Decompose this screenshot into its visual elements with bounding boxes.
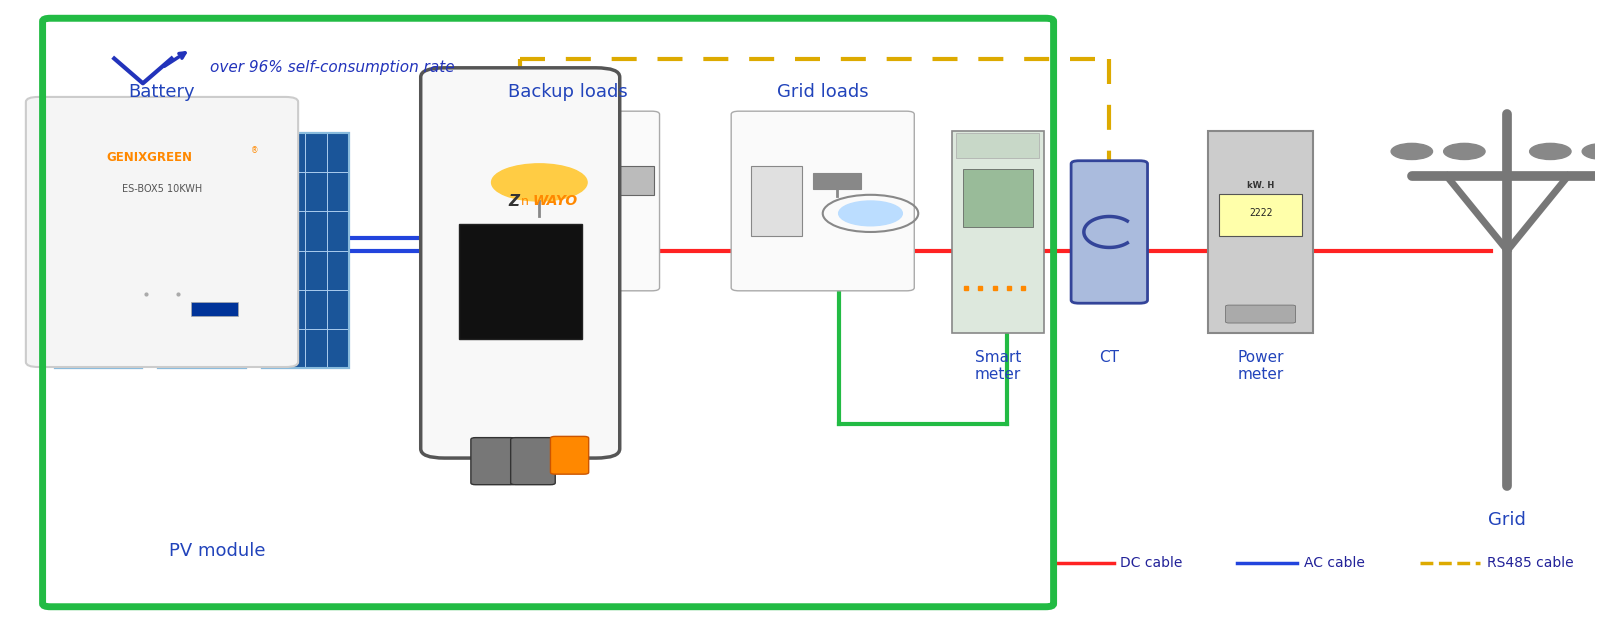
FancyBboxPatch shape — [54, 133, 142, 368]
FancyBboxPatch shape — [550, 436, 589, 474]
Text: GENIXGREEN: GENIXGREEN — [106, 151, 192, 164]
FancyBboxPatch shape — [731, 111, 914, 291]
FancyBboxPatch shape — [1070, 161, 1147, 303]
FancyBboxPatch shape — [190, 302, 238, 316]
Circle shape — [838, 201, 902, 226]
Text: Power
meter: Power meter — [1237, 349, 1283, 382]
FancyBboxPatch shape — [459, 224, 581, 339]
FancyBboxPatch shape — [1208, 131, 1314, 333]
FancyBboxPatch shape — [510, 438, 555, 485]
FancyBboxPatch shape — [952, 131, 1045, 333]
Text: Grid loads: Grid loads — [778, 83, 869, 101]
FancyBboxPatch shape — [477, 111, 659, 291]
FancyBboxPatch shape — [1219, 194, 1302, 236]
FancyBboxPatch shape — [26, 97, 298, 367]
FancyBboxPatch shape — [813, 173, 861, 189]
FancyBboxPatch shape — [158, 133, 245, 368]
FancyBboxPatch shape — [470, 438, 515, 485]
Text: DC cable: DC cable — [1120, 556, 1182, 571]
Text: 2222: 2222 — [1250, 208, 1272, 218]
FancyBboxPatch shape — [957, 133, 1040, 158]
Text: Grid: Grid — [1488, 511, 1526, 529]
Text: Battery: Battery — [128, 83, 195, 101]
Text: CT: CT — [1099, 349, 1120, 364]
FancyBboxPatch shape — [261, 133, 349, 368]
Circle shape — [1390, 143, 1432, 159]
Circle shape — [1443, 143, 1485, 159]
Circle shape — [1582, 143, 1600, 159]
Circle shape — [1530, 143, 1571, 159]
Text: Smart
meter: Smart meter — [974, 349, 1021, 382]
FancyBboxPatch shape — [1226, 305, 1296, 323]
Text: n: n — [522, 194, 530, 208]
Text: ES-BOX5 10KWH: ES-BOX5 10KWH — [122, 184, 202, 194]
Text: Z: Z — [509, 194, 520, 209]
Text: kW. H: kW. H — [1246, 181, 1274, 190]
Circle shape — [491, 164, 587, 201]
Text: PV module: PV module — [170, 542, 266, 560]
FancyBboxPatch shape — [750, 166, 802, 236]
FancyBboxPatch shape — [616, 166, 654, 196]
FancyBboxPatch shape — [963, 169, 1034, 227]
FancyBboxPatch shape — [421, 68, 619, 458]
Text: ®: ® — [251, 146, 258, 155]
Text: WAYO: WAYO — [533, 194, 578, 208]
Text: Backup loads: Backup loads — [509, 83, 627, 101]
Text: AC cable: AC cable — [1304, 556, 1365, 571]
FancyBboxPatch shape — [581, 175, 619, 227]
Text: over 96% self-consumption rate: over 96% self-consumption rate — [210, 61, 454, 76]
Text: RS485 cable: RS485 cable — [1486, 556, 1573, 571]
